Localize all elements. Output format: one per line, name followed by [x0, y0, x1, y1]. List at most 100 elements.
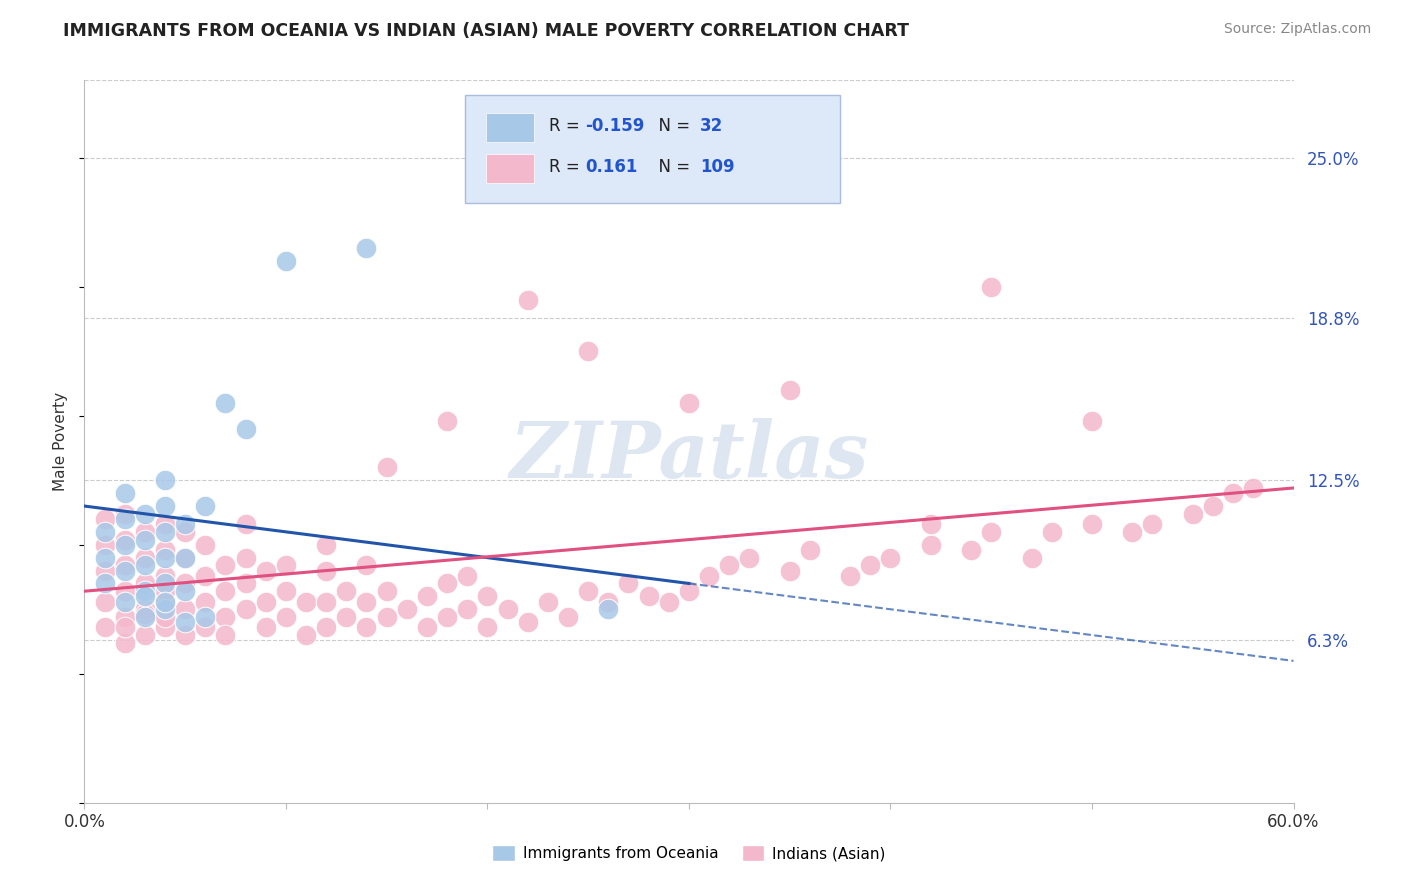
Point — [134, 533, 156, 547]
Point — [718, 558, 741, 573]
Point — [839, 568, 862, 582]
Point — [134, 607, 156, 622]
Point — [1021, 550, 1043, 565]
Point — [859, 558, 882, 573]
Point — [799, 542, 821, 557]
Point — [436, 414, 458, 428]
Y-axis label: Male Poverty: Male Poverty — [53, 392, 69, 491]
Point — [153, 610, 176, 624]
Point — [879, 550, 901, 565]
Point — [134, 507, 156, 521]
Point — [153, 584, 176, 599]
Point — [576, 344, 599, 359]
Point — [779, 383, 801, 397]
Point — [134, 628, 156, 642]
Point — [436, 610, 458, 624]
Point — [235, 422, 257, 436]
Point — [134, 550, 156, 565]
Point — [93, 550, 115, 565]
Point — [496, 602, 519, 616]
Text: 0.161: 0.161 — [585, 158, 637, 176]
Point — [315, 538, 337, 552]
Point — [356, 558, 378, 573]
Text: 109: 109 — [700, 158, 734, 176]
Point — [980, 524, 1002, 539]
Point — [134, 602, 156, 616]
Point — [153, 524, 176, 539]
Point — [235, 550, 257, 565]
Text: IMMIGRANTS FROM OCEANIA VS INDIAN (ASIAN) MALE POVERTY CORRELATION CHART: IMMIGRANTS FROM OCEANIA VS INDIAN (ASIAN… — [63, 22, 910, 40]
Point — [153, 499, 176, 513]
Point — [114, 636, 136, 650]
Point — [779, 564, 801, 578]
Point — [194, 499, 217, 513]
FancyBboxPatch shape — [465, 95, 841, 203]
Point — [516, 615, 538, 630]
Point — [214, 610, 236, 624]
Point — [537, 594, 560, 608]
Point — [174, 550, 197, 565]
Point — [598, 602, 620, 616]
Point — [335, 610, 357, 624]
Point — [416, 620, 439, 634]
Point — [194, 568, 217, 582]
Point — [114, 610, 136, 624]
Text: N =: N = — [648, 158, 695, 176]
Point — [114, 594, 136, 608]
Point — [153, 594, 176, 608]
Point — [93, 620, 115, 634]
Point — [174, 628, 197, 642]
Point — [134, 524, 156, 539]
Point — [153, 568, 176, 582]
Text: N =: N = — [648, 117, 695, 135]
Text: Source: ZipAtlas.com: Source: ZipAtlas.com — [1223, 22, 1371, 37]
Point — [375, 584, 398, 599]
Point — [134, 558, 156, 573]
Point — [920, 538, 942, 552]
Point — [274, 254, 297, 268]
Point — [93, 564, 115, 578]
Point — [980, 279, 1002, 293]
Point — [134, 584, 156, 599]
Point — [678, 396, 700, 410]
Point — [114, 584, 136, 599]
Point — [254, 594, 277, 608]
Point — [114, 538, 136, 552]
FancyBboxPatch shape — [486, 154, 534, 183]
Point — [395, 602, 418, 616]
Point — [114, 533, 136, 547]
Point — [557, 610, 579, 624]
Point — [436, 576, 458, 591]
Point — [214, 558, 236, 573]
Point — [93, 538, 115, 552]
Point — [153, 602, 176, 616]
Point — [153, 576, 176, 591]
Text: -0.159: -0.159 — [585, 117, 644, 135]
Point — [194, 610, 217, 624]
Point — [153, 473, 176, 487]
Point — [194, 538, 217, 552]
Point — [1040, 524, 1063, 539]
Point — [254, 620, 277, 634]
Point — [315, 564, 337, 578]
Text: 32: 32 — [700, 117, 723, 135]
Point — [617, 576, 640, 591]
Point — [153, 550, 176, 565]
Point — [235, 517, 257, 532]
Point — [153, 542, 176, 557]
Point — [214, 628, 236, 642]
Point — [315, 594, 337, 608]
Point — [1241, 481, 1264, 495]
Point — [174, 524, 197, 539]
Point — [194, 620, 217, 634]
Legend: Immigrants from Oceania, Indians (Asian): Immigrants from Oceania, Indians (Asian) — [486, 839, 891, 867]
Point — [516, 293, 538, 307]
Point — [356, 594, 378, 608]
Point — [174, 576, 197, 591]
Point — [114, 620, 136, 634]
Point — [637, 590, 659, 604]
Point — [1181, 507, 1204, 521]
FancyBboxPatch shape — [486, 112, 534, 142]
Point — [960, 542, 983, 557]
Point — [576, 584, 599, 599]
